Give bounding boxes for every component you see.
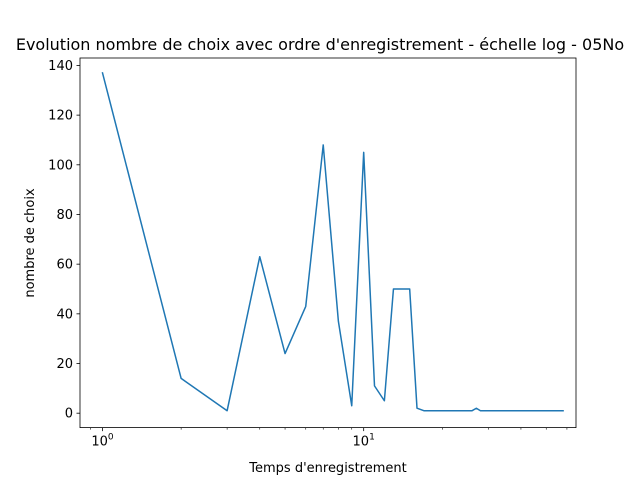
series-line xyxy=(101,71,564,412)
x-tick-label: 101 xyxy=(353,433,375,450)
y-tick-label: 0 xyxy=(65,407,73,422)
plot-area xyxy=(101,71,564,412)
x-tick-label: 100 xyxy=(91,433,114,450)
y-tick-label: 60 xyxy=(56,258,73,273)
y-tick-label: 40 xyxy=(56,307,73,322)
y-tick-label: 100 xyxy=(48,158,73,173)
y-tick-label: 120 xyxy=(48,109,73,124)
y-tick-label: 80 xyxy=(56,208,73,223)
axes-frame xyxy=(79,57,577,429)
chart-title: Evolution nombre de choix avec ordre d'e… xyxy=(16,35,624,54)
y-axis-label: nombre de choix xyxy=(23,188,38,298)
axis-ticks: 0 20 40 60 80 100 120 140 100 101 xyxy=(48,59,568,450)
x-axis-label: Temps d'enregistrement xyxy=(248,461,406,476)
y-tick-label: 20 xyxy=(56,357,73,372)
y-tick-label: 140 xyxy=(48,59,73,74)
